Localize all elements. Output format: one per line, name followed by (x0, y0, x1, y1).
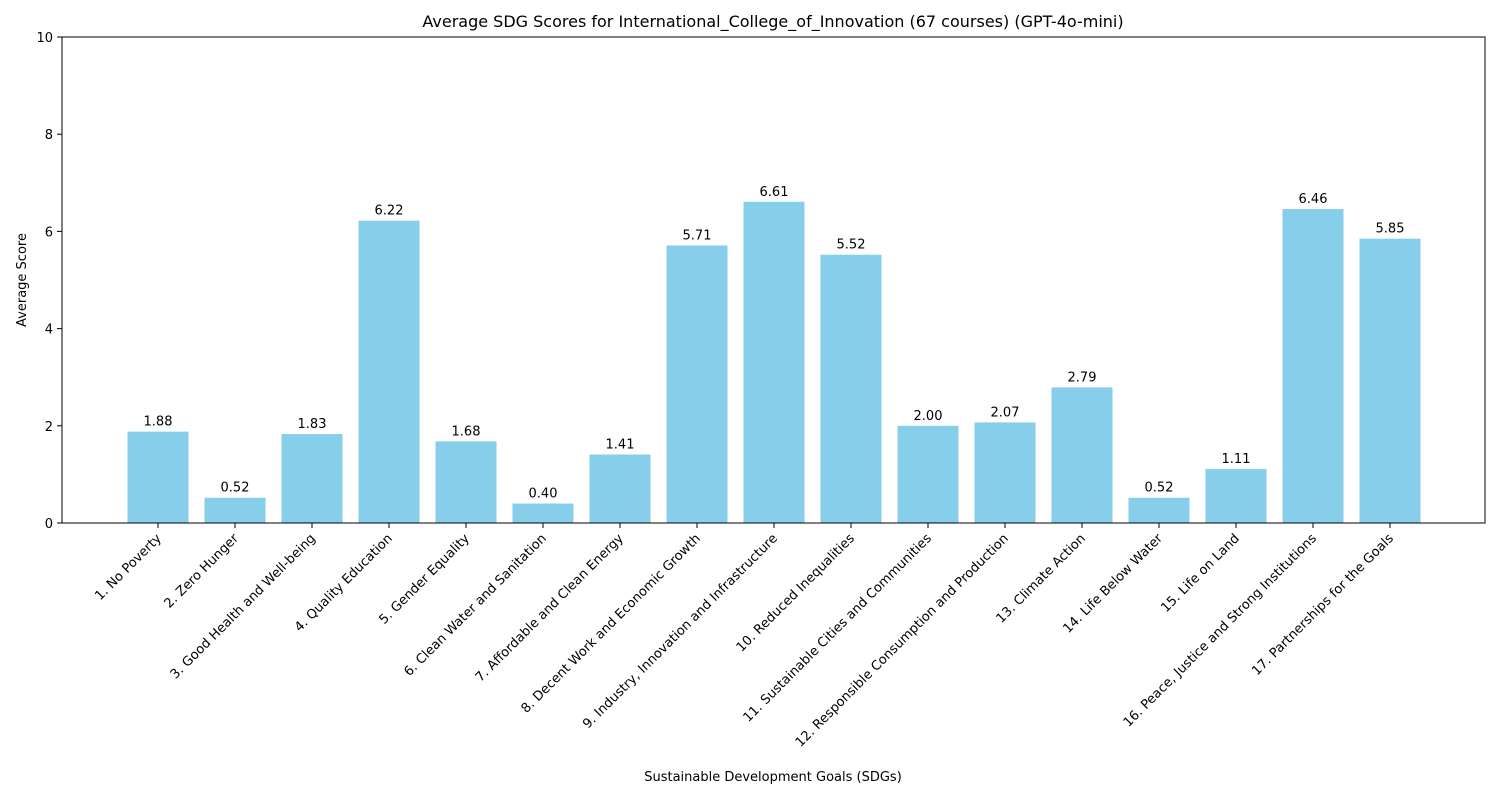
plot-frame (61, 36, 1486, 524)
x-axis-label: Sustainable Development Goals (SDGs) (644, 770, 902, 785)
bar (358, 220, 420, 523)
y-tick-label: 6 (45, 225, 53, 240)
bar (1282, 209, 1344, 523)
y-tick-label: 4 (45, 323, 53, 338)
bar (204, 497, 266, 523)
y-tick-label: 2 (45, 420, 53, 435)
bar (1205, 469, 1267, 523)
bar-value-label: 5.85 (1376, 222, 1405, 237)
bar-value-label: 2.07 (991, 405, 1020, 420)
y-tick-label: 0 (45, 517, 53, 532)
bar (1128, 497, 1190, 523)
x-tick-label: 8. Decent Work and Economic Growth (519, 531, 704, 716)
bars-layer (127, 201, 1421, 523)
bar (281, 434, 343, 523)
bar (1359, 238, 1421, 523)
x-tick-label: 7. Affordable and Clean Energy (473, 531, 627, 685)
bar-value-label: 2.00 (914, 409, 943, 424)
bar (512, 503, 574, 523)
x-tick-label: 2. Zero Hunger (162, 531, 243, 612)
y-axis: 0 2 4 6 8 10 (36, 31, 62, 532)
bar-value-label: 1.88 (144, 415, 173, 430)
bar-value-label: 5.71 (683, 228, 712, 243)
bar-value-label: 1.83 (298, 417, 327, 432)
x-tick-label: 1. No Poverty (92, 531, 165, 604)
x-tick-label: 3. Good Health and Well-being (168, 531, 319, 682)
chart-title: Average SDG Scores for International_Col… (422, 12, 1123, 32)
bar-value-label: 2.79 (1068, 370, 1097, 385)
value-labels-layer: 1.88 0.52 1.83 6.22 1.68 0.40 1.41 5.71 6.61 5.52… (144, 185, 1405, 502)
bar-value-label: 1.68 (452, 424, 481, 439)
bar (666, 245, 728, 523)
bar (589, 454, 651, 523)
bar (127, 431, 189, 523)
bar-value-label: 1.11 (1222, 452, 1251, 467)
bar-value-label: 0.52 (221, 481, 250, 496)
bar-value-label: 6.22 (375, 204, 404, 219)
bar-value-label: 0.52 (1145, 481, 1174, 496)
y-tick-label: 8 (45, 128, 53, 143)
bar-value-label: 0.40 (529, 487, 558, 502)
bar (820, 254, 882, 523)
bar (1051, 387, 1113, 523)
bar-value-label: 6.46 (1299, 192, 1328, 207)
bar (974, 422, 1036, 523)
bar (897, 425, 959, 523)
bar-value-label: 5.52 (837, 238, 866, 253)
y-axis-label: Average Score (15, 233, 30, 327)
x-tick-label: 6. Clean Water and Sanitation (402, 531, 550, 679)
bar-value-label: 1.41 (606, 437, 635, 452)
bar-value-label: 6.61 (760, 185, 789, 200)
x-tick-label: 17. Partnerships for the Goals (1249, 531, 1397, 679)
bar (435, 441, 497, 523)
x-tick-label: 15. Life on Land (1158, 531, 1242, 615)
bar (743, 201, 805, 523)
y-tick-label: 10 (36, 31, 53, 46)
